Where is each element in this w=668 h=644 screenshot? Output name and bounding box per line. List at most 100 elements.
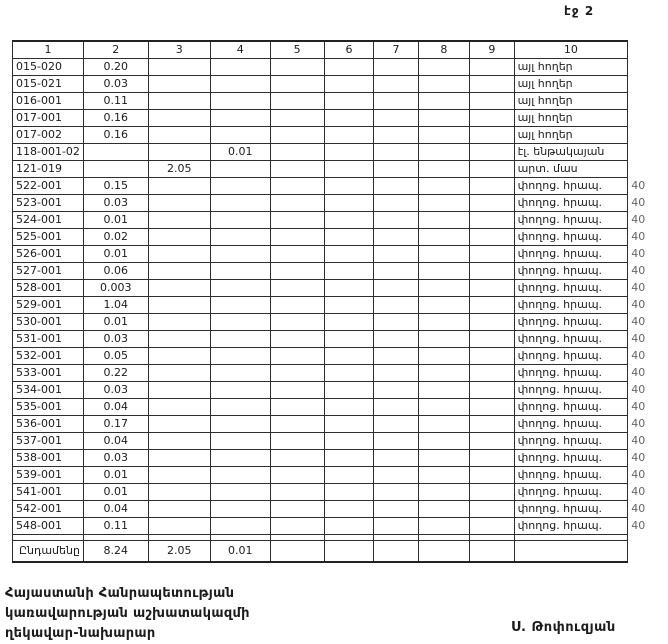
value-col3-cell <box>147 228 211 246</box>
empty-col5-cell <box>269 449 325 467</box>
value-col2-cell: 0.06 <box>82 262 149 280</box>
empty-col7-cell <box>373 347 419 365</box>
empty-col6-cell <box>323 92 375 110</box>
empty-col5-cell <box>269 143 325 161</box>
empty-col6-cell <box>323 449 375 467</box>
margin-annotation <box>628 127 668 144</box>
parcel-code-cell: 531-001 <box>12 330 84 348</box>
empty-col8-cell <box>417 262 471 280</box>
margin-annotation: 40 <box>631 400 646 413</box>
empty-col9-cell <box>469 330 515 348</box>
parcel-code-cell: 121-019 <box>12 160 84 178</box>
parcel-code-cell: 529-001 <box>12 296 84 314</box>
empty-col5-cell <box>269 364 325 382</box>
empty-col6-cell <box>323 228 375 246</box>
table-row: 528-001 0.003 փողոց. հրապ. 40 <box>12 279 668 297</box>
parcel-code-cell: 534-001 <box>12 381 84 399</box>
margin-annotation <box>628 93 668 110</box>
parcel-code-cell: 523-001 <box>12 194 84 212</box>
empty-col6-cell <box>323 381 375 399</box>
empty-col9-cell <box>469 92 515 110</box>
empty-col7-cell <box>373 466 419 484</box>
parcel-code-cell: 522-001 <box>12 177 84 195</box>
column-header-1: 1 <box>12 40 84 59</box>
empty-col8-cell <box>417 483 471 501</box>
empty-col5-cell <box>269 432 325 450</box>
empty-col6-cell <box>323 177 375 195</box>
parcel-code-cell: 533-001 <box>12 364 84 382</box>
empty-col5-cell <box>269 92 325 110</box>
value-col3-cell <box>147 466 211 484</box>
table-row: 534-001 0.03 փողոց. հրապ. 40 <box>12 381 668 399</box>
table-row: 016-001 0.11 այլ հողեր <box>12 92 668 110</box>
value-col3-cell <box>147 75 211 93</box>
parcel-code-cell: 017-002 <box>12 126 84 144</box>
empty-col9-cell <box>469 347 515 365</box>
parcel-code-cell: 539-001 <box>12 466 84 484</box>
margin-annotation: 40 <box>631 179 646 192</box>
empty-col5-cell <box>269 500 325 518</box>
empty-col5-cell <box>269 58 325 76</box>
table-body: 015-020 0.20 այլ հողեր 015-021 0.03 այլ … <box>12 58 668 535</box>
land-type-cell: արտ. մաս <box>513 160 629 178</box>
empty-col6-cell <box>323 483 375 501</box>
empty-col5-cell <box>269 211 325 229</box>
empty-col8-cell <box>417 228 471 246</box>
land-type-cell: այլ հողեր <box>513 58 629 76</box>
empty-col6-cell <box>323 245 375 263</box>
empty-col7-cell <box>373 415 419 433</box>
empty-col7-cell <box>373 449 419 467</box>
empty-col9-cell <box>469 177 515 195</box>
value-col4-cell <box>209 92 271 110</box>
margin-annotation: 40 <box>631 247 646 260</box>
margin-annotation: 40 <box>631 213 646 226</box>
empty-col7-cell <box>373 313 419 331</box>
value-col4-cell <box>209 313 271 331</box>
value-col2-cell: 0.03 <box>82 194 149 212</box>
empty-col7-cell <box>373 500 419 518</box>
empty-col8-cell <box>417 415 471 433</box>
land-type-cell: այլ հողեր <box>513 109 629 127</box>
table-row: 529-001 1.04 փողոց. հրապ. 40 <box>12 296 668 314</box>
empty-col5-cell <box>269 313 325 331</box>
parcel-code-cell: 542-001 <box>12 500 84 518</box>
margin-annotation: 40 <box>631 417 646 430</box>
value-col4-cell <box>209 517 271 535</box>
land-type-cell: էլ. ենթակայան <box>513 143 629 161</box>
value-col3-cell <box>147 296 211 314</box>
empty-col8-cell <box>417 347 471 365</box>
empty-col9-cell <box>469 398 515 416</box>
empty-col5-cell <box>269 398 325 416</box>
margin-annotation <box>628 76 668 93</box>
empty-col6-cell <box>323 517 375 535</box>
total-col3: 2.05 <box>147 540 211 563</box>
empty-col5-cell <box>269 483 325 501</box>
land-type-cell: փողոց. հրապ. <box>513 347 629 365</box>
empty-col9-cell <box>469 262 515 280</box>
value-col2-cell: 0.03 <box>82 330 149 348</box>
empty-col5-cell <box>269 126 325 144</box>
margin-annotation: 40 <box>631 298 646 311</box>
land-type-cell: այլ հողեր <box>513 75 629 93</box>
empty-col8-cell <box>417 296 471 314</box>
margin-annotation: 40 <box>631 502 646 515</box>
value-col3-cell <box>147 398 211 416</box>
total-col2: 8.24 <box>82 540 149 563</box>
land-type-cell: փողոց. հրապ. <box>513 313 629 331</box>
empty-col8-cell <box>417 160 471 178</box>
footer-organization: Հայաստանի Հանրապետության կառավարության ա… <box>5 584 250 644</box>
parcel-code-cell: 532-001 <box>12 347 84 365</box>
value-col2-cell: 0.01 <box>82 483 149 501</box>
empty-col8-cell <box>417 58 471 76</box>
empty-col7-cell <box>373 364 419 382</box>
parcel-code-cell: 015-020 <box>12 58 84 76</box>
margin-annotation <box>628 59 668 76</box>
land-type-cell: փողոց. հրապ. <box>513 296 629 314</box>
value-col2-cell: 0.04 <box>82 500 149 518</box>
empty-col5-cell <box>269 296 325 314</box>
org-line: Հայաստանի Հանրապետության <box>5 586 235 601</box>
value-col3-cell <box>147 483 211 501</box>
total-row: Ընդամենը 8.24 2.05 0.01 <box>12 540 668 563</box>
table-row: 015-021 0.03 այլ հողեր <box>12 75 668 93</box>
